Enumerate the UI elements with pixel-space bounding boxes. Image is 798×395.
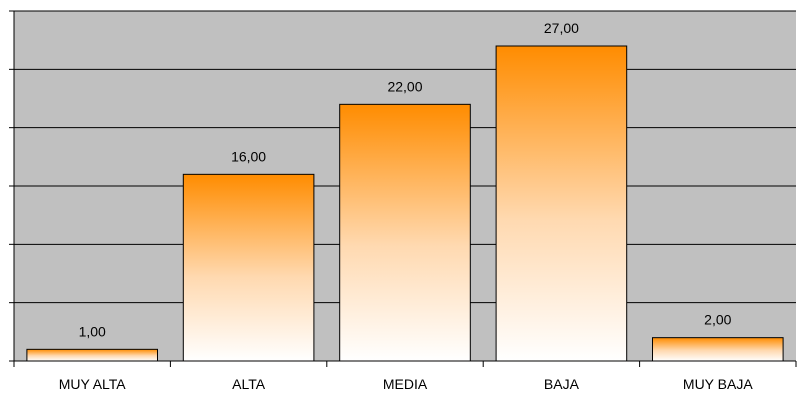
x-tick-label: MUY BAJA xyxy=(683,376,753,392)
x-tick-label: MUY ALTA xyxy=(59,376,127,392)
data-label: 1,00 xyxy=(79,323,106,339)
bar xyxy=(339,103,471,362)
data-label: 27,00 xyxy=(544,20,579,36)
data-labels: 1,00 16,00 22,00 27,00 2,00 xyxy=(79,20,732,339)
bars xyxy=(26,45,784,362)
data-label: 16,00 xyxy=(231,148,266,164)
x-tick-labels: MUY ALTA ALTA MEDIA BAJA MUY BAJA xyxy=(59,376,754,392)
bar xyxy=(495,45,628,362)
x-tick-label: ALTA xyxy=(232,376,266,392)
x-tick-label: MEDIA xyxy=(383,376,428,392)
bar xyxy=(26,348,158,362)
data-label: 22,00 xyxy=(387,78,422,94)
x-tick-label: BAJA xyxy=(544,376,580,392)
data-label: 2,00 xyxy=(704,312,731,328)
bar xyxy=(652,337,784,362)
bar xyxy=(182,173,315,362)
